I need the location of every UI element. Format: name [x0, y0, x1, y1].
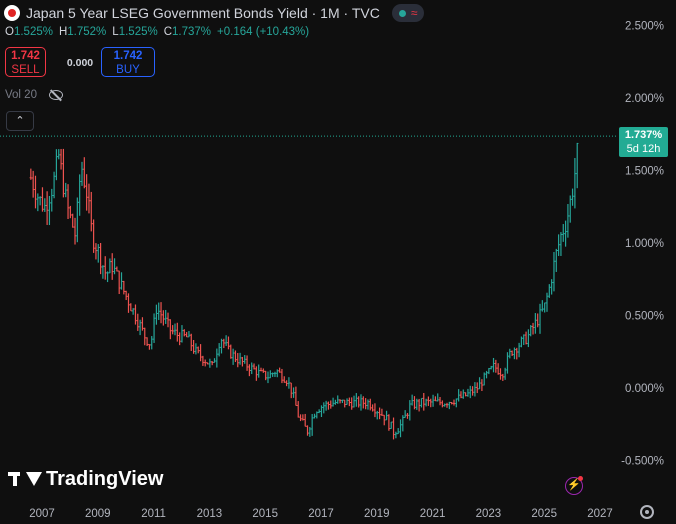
volume-legend: Vol 20 — [5, 89, 63, 101]
x-tick-label: 2021 — [420, 508, 446, 520]
spread-value: 0.000 — [66, 57, 94, 69]
x-tick-label: 2011 — [141, 508, 166, 520]
x-tick-label: 2019 — [364, 508, 390, 520]
change-value: +0.164 (+10.43%) — [217, 26, 310, 38]
buy-button[interactable]: 1.742 BUY — [101, 47, 155, 77]
volume-label: Vol 20 — [5, 89, 37, 101]
y-tick-label: 2.500% — [625, 21, 664, 33]
tradingview-logo-icon — [8, 470, 42, 490]
symbol-header[interactable]: Japan 5 Year LSEG Government Bonds Yield… — [4, 3, 425, 23]
bar-countdown: 5d 12h — [626, 143, 661, 155]
sell-price: 1.742 — [11, 50, 40, 62]
tradingview-logo[interactable]: TradingView — [8, 468, 163, 491]
x-tick-label: 2017 — [308, 508, 334, 520]
time-axis: 2007 2009 2011 2013 2015 2017 2019 2021 2023 2025… — [29, 508, 613, 520]
high-value: H1.752% — [58, 26, 107, 38]
y-tick-label: 2.000% — [625, 93, 664, 105]
buy-label: BUY — [116, 64, 140, 76]
low-value: L1.525% — [112, 26, 158, 38]
gear-icon[interactable] — [640, 505, 654, 519]
open-value: O1.525% — [5, 26, 53, 38]
ohlc-legend: O1.525% H1.752% L1.525% C1.737% +0.164 (… — [5, 26, 309, 38]
notification-dot — [578, 476, 583, 481]
sell-button[interactable]: 1.742 SELL — [5, 47, 46, 77]
lightning-icon[interactable]: ⚡ — [565, 477, 583, 495]
x-tick-label: 2027 — [587, 508, 613, 520]
market-status[interactable]: ≈ — [391, 4, 425, 22]
logo-text: TradingView — [46, 468, 164, 490]
eye-slash-icon[interactable] — [48, 90, 63, 100]
japan-flag-icon — [4, 5, 20, 21]
x-tick-label: 2015 — [252, 508, 278, 520]
wave-icon: ≈ — [410, 6, 418, 20]
y-tick-label: 1.000% — [625, 238, 664, 250]
symbol-title[interactable]: Japan 5 Year LSEG Government Bonds Yield… — [26, 5, 380, 21]
y-tick-label: 0.500% — [625, 311, 664, 323]
x-tick-label: 2013 — [197, 508, 223, 520]
x-tick-label: 2023 — [476, 508, 502, 520]
y-tick-label: 1.500% — [625, 166, 664, 178]
price-axis: 2.500% 2.000% 1.500% 1.000% 0.500% 0.000% -0.5… — [621, 21, 664, 468]
x-tick-label: 2009 — [85, 508, 111, 520]
collapse-legend-button[interactable]: ⌃ — [6, 111, 34, 131]
y-tick-label: -0.500% — [621, 456, 664, 468]
chevron-up-icon: ⌃ — [15, 115, 25, 127]
y-tick-label: 0.000% — [625, 383, 664, 395]
close-value: C1.737% — [163, 26, 212, 38]
last-price-label: 1.737% 5d 12h — [619, 127, 668, 157]
price-bars — [29, 142, 579, 440]
x-tick-label: 2007 — [29, 508, 55, 520]
x-tick-label: 2025 — [531, 508, 557, 520]
market-open-dot-icon — [398, 9, 406, 17]
sell-label: SELL — [11, 64, 40, 76]
buy-price: 1.742 — [113, 50, 143, 62]
last-price-value: 1.737% — [624, 129, 663, 141]
